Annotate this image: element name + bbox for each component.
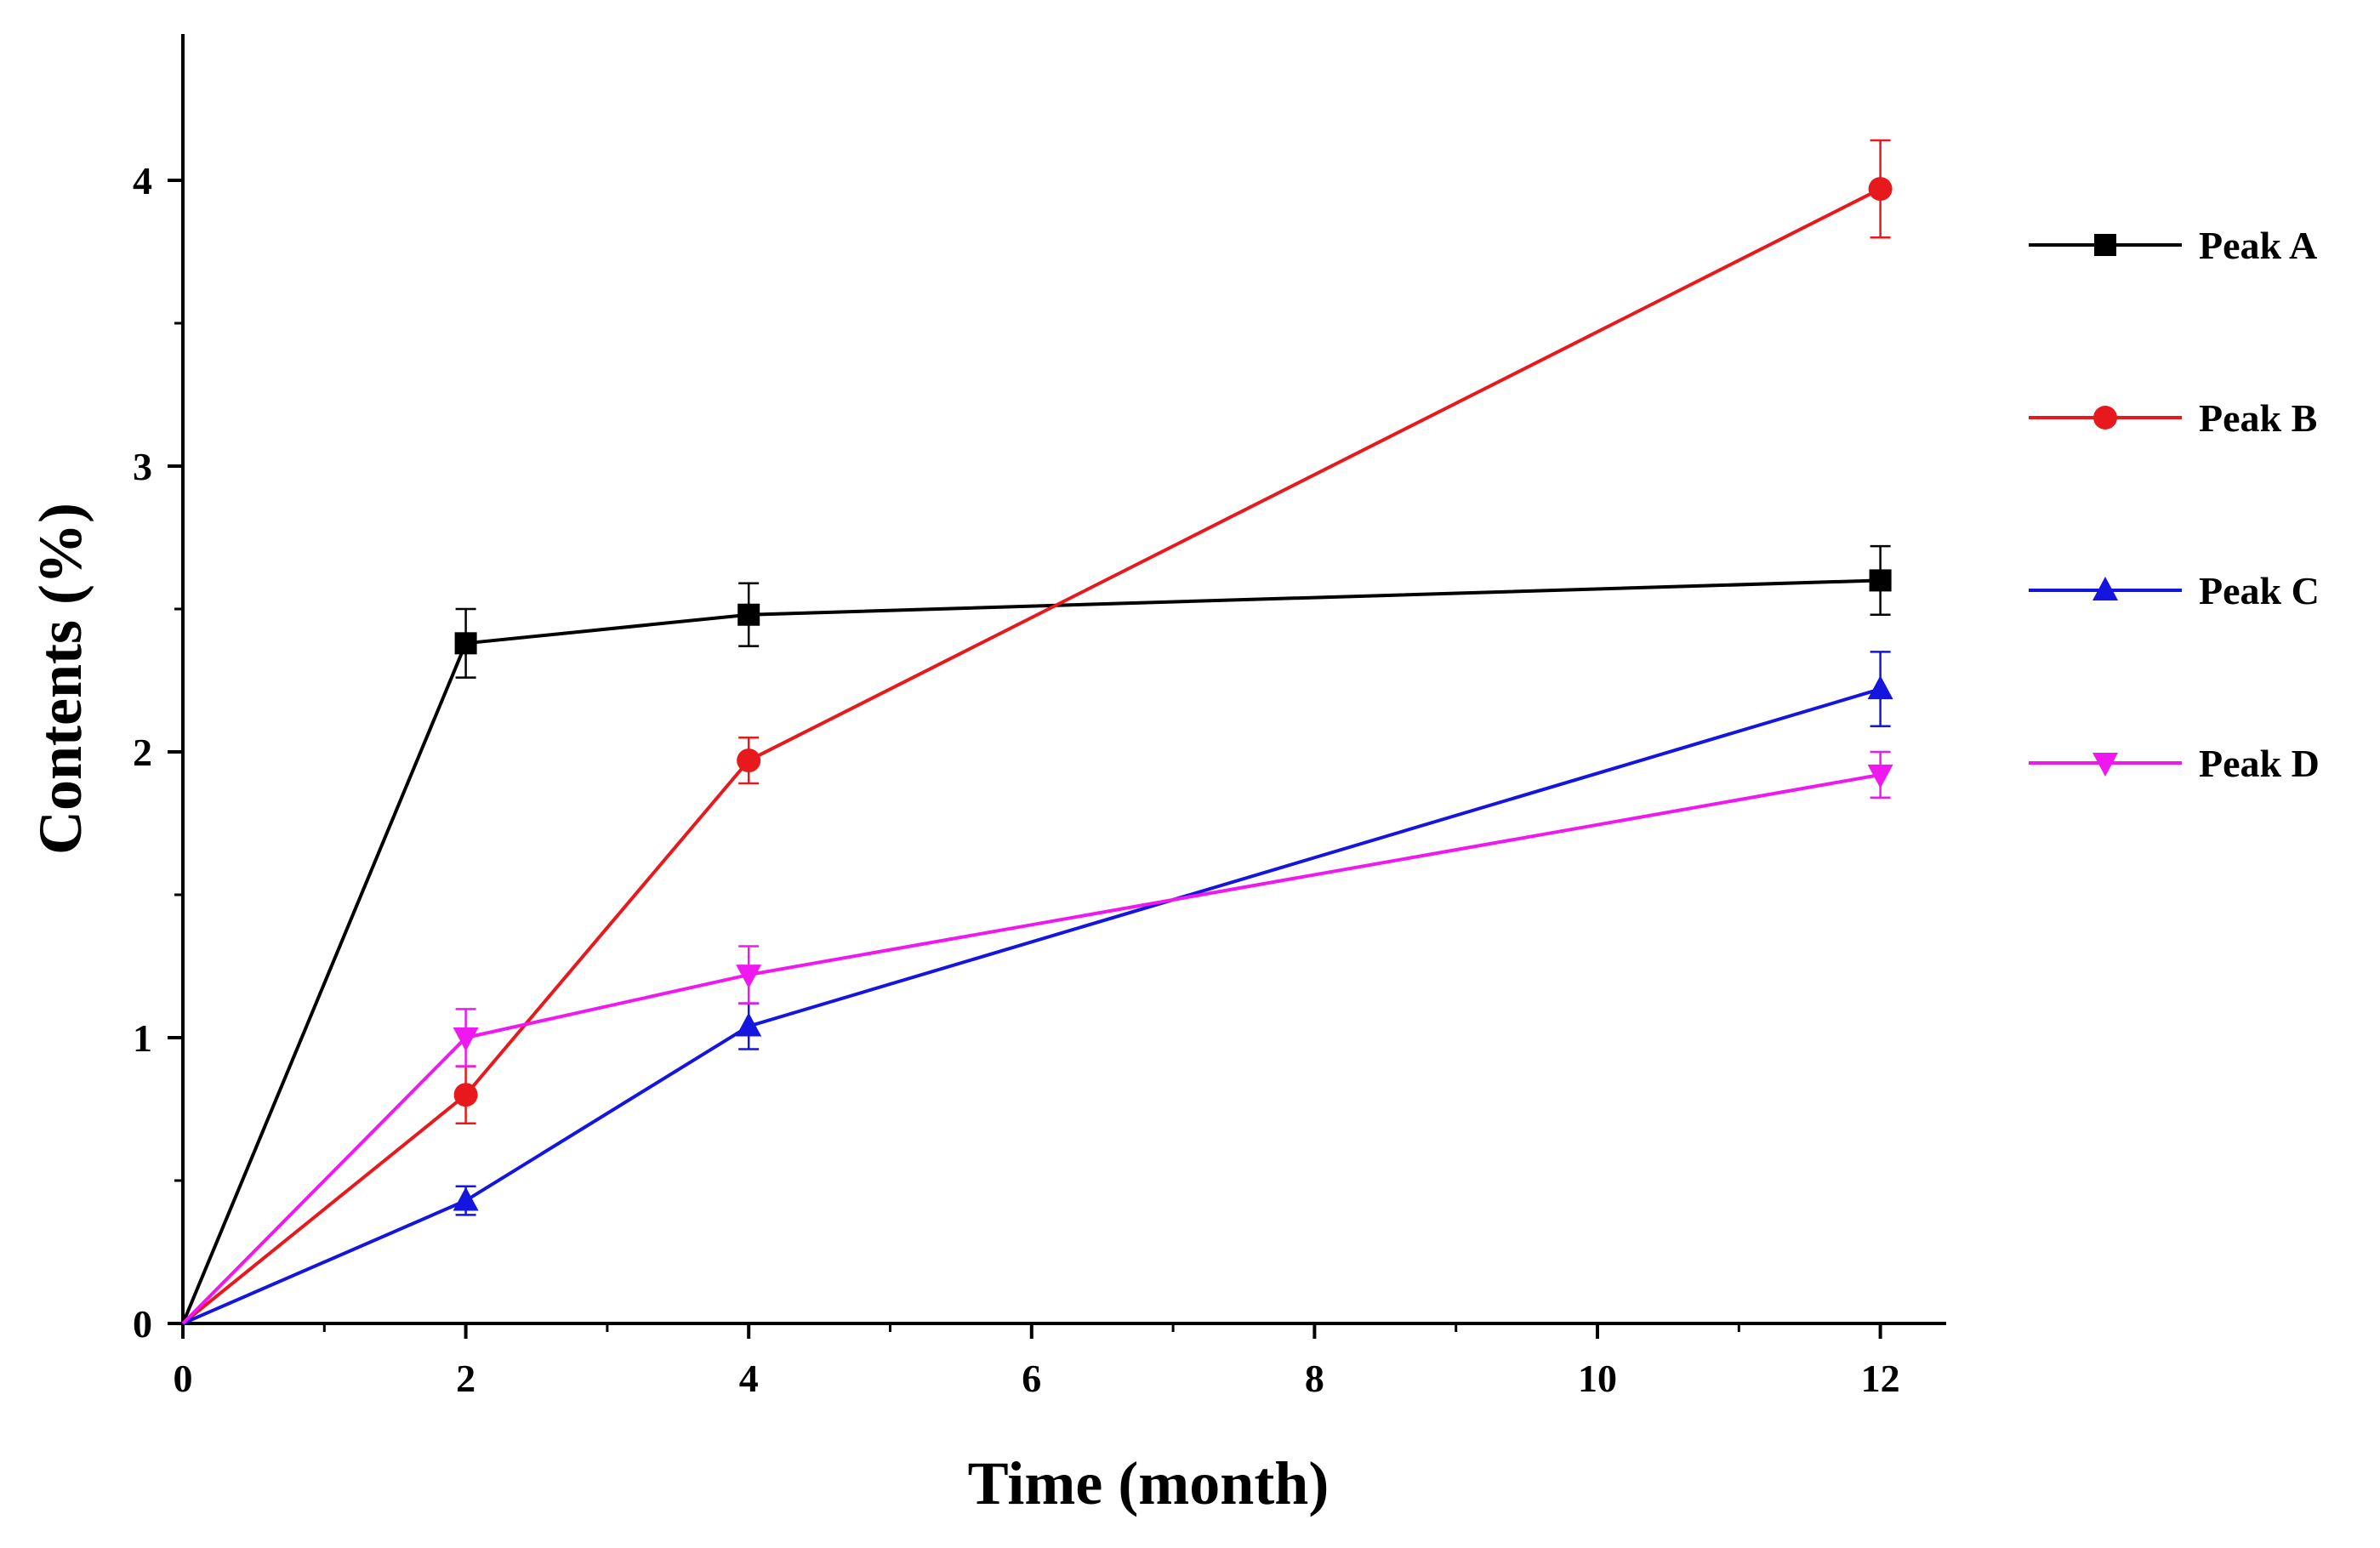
series-peak-a [181, 544, 1892, 1324]
x-tick-label: 6 [1022, 1357, 1041, 1400]
series-line [181, 772, 1881, 1325]
x-tick-label: 4 [739, 1357, 759, 1400]
legend-label: Peak D [2199, 742, 2320, 785]
data-point [453, 1083, 478, 1107]
data-point [1867, 764, 1893, 788]
x-tick-label: 8 [1305, 1357, 1324, 1400]
x-tick-label: 12 [1861, 1357, 1900, 1400]
data-point [737, 748, 761, 773]
x-tick-label: 2 [456, 1357, 475, 1400]
axes [181, 34, 1946, 1325]
data-point [1868, 177, 1893, 202]
series-layer [181, 139, 1893, 1325]
data-point [1869, 569, 1892, 592]
legend-marker [2094, 234, 2116, 256]
y-tick-label: 3 [133, 445, 152, 488]
data-point [453, 1027, 479, 1051]
legend-label: Peak B [2199, 396, 2317, 440]
legend-entry: Peak D [2029, 742, 2320, 785]
data-point [454, 632, 477, 655]
y-tick-label: 1 [133, 1016, 152, 1060]
x-tick-label: 10 [1578, 1357, 1617, 1400]
legend-label: Peak C [2199, 569, 2320, 612]
y-axis-title: Contents (%) [26, 503, 94, 855]
x-tick-label: 0 [174, 1357, 193, 1400]
series-peak-b [181, 139, 1893, 1325]
legend-entry: Peak A [2029, 224, 2317, 267]
series-peak-c [182, 651, 1893, 1325]
legend: Peak A Peak B Peak C Peak D [2029, 224, 2320, 785]
legend-marker [2092, 753, 2118, 777]
data-point [1867, 675, 1893, 700]
y-tick-label: 4 [133, 159, 152, 202]
legend-label: Peak A [2199, 224, 2317, 267]
data-point [453, 1187, 479, 1211]
x-axis-title: Time (month) [968, 1449, 1329, 1517]
y-tick-label: 0 [133, 1302, 152, 1346]
data-point [737, 603, 760, 626]
legend-marker [2093, 406, 2117, 430]
series-line [181, 187, 1882, 1325]
legend-entry: Peak C [2029, 569, 2320, 612]
data-point [736, 1012, 762, 1037]
legend-entry: Peak B [2029, 396, 2317, 440]
series-line [181, 578, 1881, 1324]
series-line [182, 687, 1882, 1325]
y-tick-label: 2 [133, 731, 152, 774]
legend-marker [2092, 577, 2118, 600]
series-peak-d [181, 750, 1893, 1325]
data-point [736, 965, 762, 989]
